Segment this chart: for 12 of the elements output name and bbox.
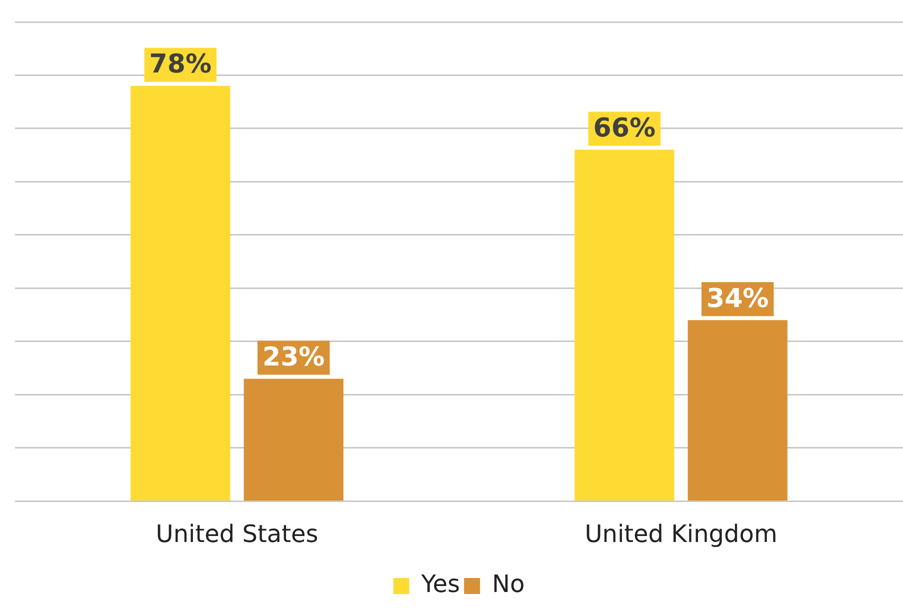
data-label: 23% — [262, 342, 325, 372]
data-label: 66% — [593, 114, 656, 144]
bar — [244, 378, 344, 500]
legend-label: Yes — [420, 570, 460, 598]
data-label: 34% — [706, 284, 769, 314]
data-label: 78% — [149, 50, 212, 80]
bar — [130, 86, 230, 500]
bar — [574, 150, 674, 500]
bar — [688, 320, 788, 500]
legend-label: No — [492, 570, 525, 598]
x-tick-label: United Kingdom — [584, 520, 778, 548]
x-tick-label: United States — [156, 520, 318, 548]
